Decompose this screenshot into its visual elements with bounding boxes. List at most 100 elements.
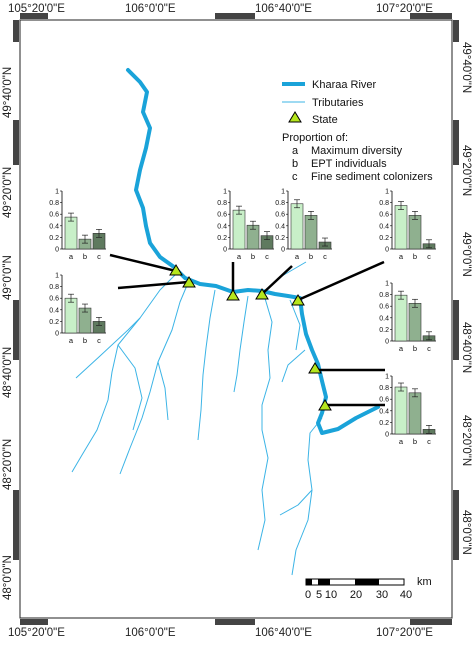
y-tick-label: 0.2	[217, 235, 227, 242]
state-marker	[308, 362, 322, 374]
tributary	[281, 349, 306, 383]
bar-charts: 00.20.40.60.81a b c00.20.40.60.81a b c00.20.…	[49, 189, 436, 446]
bar	[408, 215, 422, 250]
category-label: a	[237, 252, 242, 261]
coord-bottom: 105°20'0"E	[8, 627, 65, 639]
bar-chart: 0 0.2 0.4 0.6 0.8 1 a b c	[49, 273, 106, 345]
legend-item-a: Maximum diversity	[311, 145, 403, 157]
category-label: b	[309, 252, 313, 261]
coord-top: 107°20'0"E	[376, 3, 433, 15]
y-tick-label: 0.6	[379, 397, 389, 404]
legend-key-c: c	[292, 171, 298, 183]
category-label: a	[399, 437, 404, 446]
bar	[408, 302, 422, 342]
coord-bottom: 106°40'0"E	[255, 627, 312, 639]
y-tick-label: 0	[55, 247, 59, 254]
y-tick-label: 0.4	[49, 223, 59, 230]
legend-state-swatch	[288, 111, 302, 123]
leader-line	[109, 253, 177, 273]
y-tick-label: 0.6	[275, 212, 285, 219]
bar-chart: 0 0.2 0.4 0.6 0.8 1 a b c	[217, 189, 274, 261]
category-label: b	[413, 344, 417, 353]
border-bar	[453, 120, 459, 165]
bar	[408, 392, 422, 435]
coord-left: 49°0'0"N	[2, 255, 14, 300]
state-marker	[255, 288, 269, 300]
y-tick-label: 1	[385, 281, 389, 288]
tributary	[157, 361, 169, 421]
border-bar	[215, 619, 255, 625]
y-tick-label: 0.6	[49, 296, 59, 303]
bar-chart: 0 0.2 0.4 0.6 0.8 1 a b c	[379, 281, 436, 353]
scale-unit: km	[417, 576, 432, 588]
y-tick-label: 1	[223, 189, 227, 196]
category-label: b	[413, 252, 417, 261]
coord-left: 49°40'0"N	[2, 67, 14, 118]
y-tick-label: 0.2	[379, 327, 389, 334]
y-tick-label: 0	[281, 247, 285, 254]
y-tick-label: 0.4	[49, 307, 59, 314]
bar-chart: 0 0.2 0.4 0.6 0.8 1 a b c	[275, 189, 332, 261]
category-label: c	[323, 252, 327, 261]
coord-right: 48°20'0"N	[460, 415, 472, 466]
coord-right: 48°40'0"N	[460, 322, 472, 373]
legend-item-c: Fine sediment colonizers	[311, 171, 433, 183]
border-bar	[410, 13, 452, 19]
scale-bar-segment	[306, 579, 312, 585]
bar	[290, 203, 304, 250]
bar	[232, 209, 246, 250]
coord-right: 48°0'0"N	[460, 510, 472, 555]
scale-label: 20	[350, 589, 362, 601]
category-label: b	[83, 336, 87, 345]
tributary	[197, 289, 216, 441]
y-tick-label: 0.8	[379, 385, 389, 392]
state-marker	[291, 294, 305, 306]
legend-state-label: State	[312, 114, 338, 126]
border-bar	[13, 490, 19, 560]
y-tick-label: 0	[223, 247, 227, 254]
tributary	[71, 271, 179, 473]
legend-proportion-title: Proportion of:	[282, 132, 348, 144]
border-bar	[453, 300, 459, 360]
y-tick-label: 1	[55, 273, 59, 280]
y-tick-label: 1	[55, 189, 59, 196]
category-label: a	[295, 252, 300, 261]
category-label: c	[427, 344, 431, 353]
coord-left: 48°20'0"N	[2, 439, 14, 490]
y-tick-label: 0	[385, 339, 389, 346]
legend-key-a: a	[292, 145, 299, 157]
tributary	[279, 489, 313, 516]
legend: Kharaa River Tributaries State Proportio…	[282, 79, 433, 183]
coordinate-labels: 105°20'0"E 106°0'0"E 106°40'0"E 107°20'0…	[2, 3, 472, 639]
y-tick-label: 0.4	[379, 223, 389, 230]
bar	[64, 216, 78, 250]
y-tick-label: 0.2	[379, 235, 389, 242]
border-bars	[13, 13, 459, 625]
coord-left: 48°0'0"N	[2, 555, 14, 600]
category-label: a	[69, 336, 74, 345]
y-tick-label: 0.4	[275, 223, 285, 230]
scale-label: 5	[316, 589, 322, 601]
state-marker	[182, 276, 196, 288]
category-label: a	[399, 252, 404, 261]
y-tick-label: 0.2	[49, 319, 59, 326]
y-tick-label: 1	[385, 374, 389, 381]
y-tick-label: 0.6	[49, 212, 59, 219]
category-label: a	[69, 252, 74, 261]
legend-item-b: EPT individuals	[311, 158, 387, 170]
category-label: c	[427, 437, 431, 446]
y-tick-label: 0.4	[217, 223, 227, 230]
y-tick-label: 0.6	[379, 212, 389, 219]
bar-chart: 0 0.2 0.4 0.6 0.8 1 a b c	[379, 374, 436, 446]
scale-bar-segment	[355, 579, 379, 585]
category-label: c	[265, 252, 269, 261]
leader-line	[117, 280, 190, 290]
scale-bar-segment	[318, 579, 330, 585]
category-label: b	[413, 437, 417, 446]
y-tick-label: 0	[385, 247, 389, 254]
category-label: b	[251, 252, 255, 261]
bar	[394, 294, 408, 342]
border-bar	[13, 120, 19, 165]
coord-right: 49°40'0"N	[460, 42, 472, 93]
